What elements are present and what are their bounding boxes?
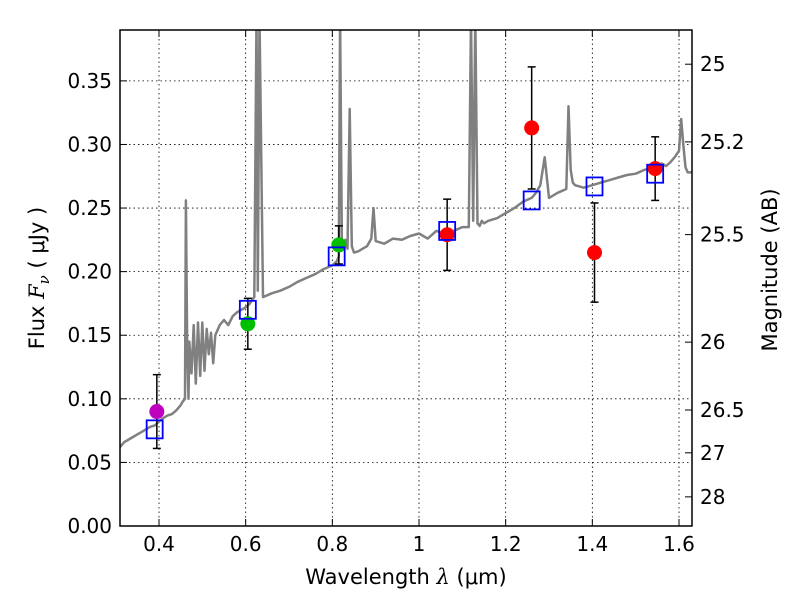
observed-point (647, 161, 663, 177)
model-photometry-points (145, 163, 665, 440)
grid (120, 30, 692, 527)
model-spectrum-layer (120, 30, 692, 448)
tick-labels: 0.4 0.6 0.8 1 1.2 1.4 1.6 0.00 0.05 0.10 0.15 0.20 0… (67, 52, 744, 556)
model-spectrum-line (120, 30, 692, 448)
model-point (238, 299, 257, 320)
x-axis-title: Wavelength λ (μm) (305, 565, 506, 589)
y-tick-label: 0.35 (67, 69, 112, 93)
x-tick-label: 1.6 (663, 532, 695, 556)
x-tick-label: 1.4 (576, 532, 608, 556)
observed-points (149, 120, 663, 420)
model-point (522, 190, 541, 211)
x-tick-label: 0.8 (316, 532, 348, 556)
observed-point (331, 237, 347, 253)
model-point (327, 246, 346, 267)
right-tick-label: 27 (700, 441, 725, 465)
observed-point (524, 120, 540, 136)
axis-ticks (120, 30, 692, 527)
right-tick-label: 25.5 (700, 223, 745, 247)
y-tick-label: 0.05 (67, 450, 112, 474)
x-tick-label: 0.4 (143, 532, 175, 556)
y-tick-label: 0.30 (67, 132, 112, 156)
x-tick-label: 0.6 (230, 532, 262, 556)
y-tick-label: 0.15 (67, 323, 112, 347)
y-axis-title: Flux Fν ( μJy ) (25, 207, 53, 349)
x-tick-label: 1.2 (490, 532, 522, 556)
y-tick-label: 0.25 (67, 196, 112, 220)
right-tick-label: 26.5 (700, 398, 745, 422)
right-tick-label: 25 (700, 52, 725, 76)
right-axis-title: Magnitude (AB) (758, 188, 782, 351)
plot-frame (119, 29, 693, 527)
observed-point (439, 227, 455, 243)
y-tick-label: 0.20 (67, 260, 112, 284)
x-tick-label: 1 (413, 532, 426, 556)
observed-point (149, 404, 165, 420)
y-tick-label: 0.00 (67, 514, 112, 538)
y-tick-label: 0.10 (67, 387, 112, 411)
model-point (646, 163, 665, 184)
model-point (585, 176, 604, 197)
observed-point (240, 316, 256, 332)
right-tick-label: 28 (700, 485, 725, 509)
model-point (145, 419, 164, 440)
observed-point (587, 245, 602, 261)
model-point (438, 221, 457, 241)
right-tick-label: 25.2 (700, 130, 745, 154)
right-tick-label: 26 (700, 330, 725, 354)
error-bars (152, 66, 660, 450)
